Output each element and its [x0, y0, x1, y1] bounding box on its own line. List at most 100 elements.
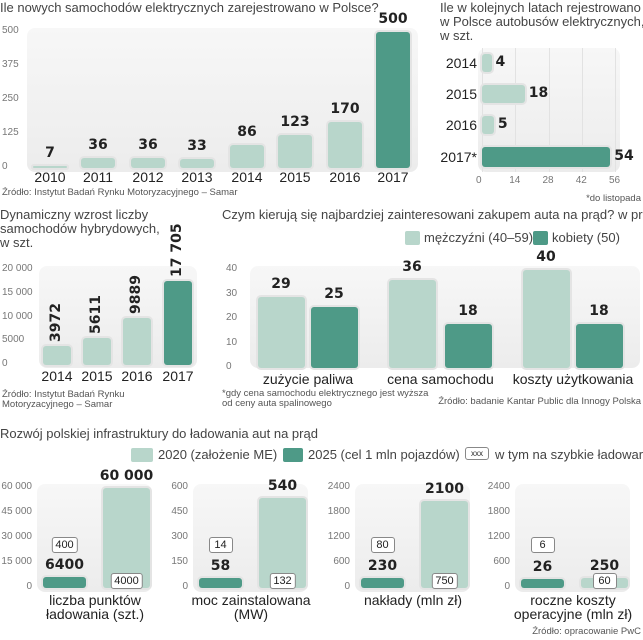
bar-value-label: 5611 — [88, 295, 104, 335]
bar-value-label: 7 — [45, 145, 55, 161]
fast-charger-box: 80 — [370, 537, 395, 553]
grid-line — [548, 48, 550, 172]
x-tick-label: 2014 — [231, 169, 263, 185]
footnote: od ceny auta spalinowego — [222, 398, 332, 409]
y-tick-label: 150 — [171, 556, 188, 567]
bar-value-label: 2100 — [425, 480, 464, 497]
category-label: moc zainstalowana — [191, 592, 311, 608]
bar — [131, 158, 165, 168]
bar-value-label: 18 — [528, 85, 549, 101]
y-tick-label: 375 — [2, 59, 19, 70]
bar-value-label: 18 — [458, 302, 478, 319]
legend-swatch-women — [533, 231, 548, 245]
x-tick-label: 2016 — [121, 368, 153, 384]
bar — [376, 32, 410, 168]
grid-line — [581, 48, 583, 172]
bar-value-label: 230 — [367, 558, 398, 575]
y-tick-label: 2014 — [445, 55, 477, 71]
legend-label: 2025 (cel 1 mln pojazdów) — [308, 447, 460, 462]
x-tick-label: 2017 — [162, 368, 194, 384]
y-tick-label: 15 000 — [2, 286, 33, 298]
y-tick-label: 60 000 — [1, 481, 32, 492]
chart-title: samochodów hybrydowych, — [0, 221, 160, 236]
y-tick-label: 600 — [171, 481, 188, 492]
x-tick-label: 0 — [476, 175, 482, 186]
fast-charger-box: 6 — [530, 537, 555, 553]
x-tick-label: 2012 — [132, 169, 164, 185]
y-tick-label: 45 000 — [1, 506, 32, 517]
bar — [164, 280, 192, 365]
bar-value-label: 123 — [280, 113, 310, 130]
grid-line — [515, 48, 517, 172]
legend-label: mężczyźni (40–59) — [424, 230, 534, 245]
bar-value-label: 36 — [88, 137, 108, 154]
y-tick-label: 0 — [504, 581, 510, 592]
legend-swatch-2020 — [131, 448, 153, 462]
bar — [576, 323, 623, 368]
x-tick-label: koszty użytkowania — [512, 371, 634, 387]
legend-label: kobiety (50) — [552, 230, 620, 245]
y-tick-label: 0 — [182, 581, 188, 592]
x-tick-label: 14 — [509, 175, 521, 186]
x-tick-label: 2010 — [34, 169, 66, 185]
y-tick-label: 450 — [171, 506, 188, 517]
legend-box-sample: xxx — [465, 447, 489, 460]
bar-value-label: 3972 — [48, 303, 64, 343]
y-tick-label: 0 — [2, 358, 8, 369]
y-tick-label: 125 — [2, 127, 19, 138]
chart-title: Dynamiczny wzrost liczby — [0, 207, 149, 222]
grid-line — [482, 48, 483, 172]
bar — [311, 306, 358, 368]
y-tick-label: 1800 — [327, 506, 350, 517]
y-tick-label: 30 — [226, 287, 238, 299]
bar — [482, 54, 492, 72]
bar-value-label: 86 — [237, 123, 257, 140]
bar — [33, 166, 67, 168]
bar-value-label: 6400 — [45, 557, 84, 574]
category-label: nakłady (mln zł) — [363, 592, 463, 608]
x-tick-label: 2011 — [82, 169, 114, 185]
bar — [523, 270, 570, 368]
y-tick-label: 0 — [26, 581, 32, 592]
x-tick-label: cena samochodu — [387, 371, 494, 387]
source-note: Źródło: badanie Kantar Public dla Innogy… — [438, 396, 641, 407]
bar — [123, 318, 151, 365]
y-tick-label: 0 — [344, 581, 350, 592]
bar-value-label: 540 — [267, 478, 298, 494]
x-tick-label: 2015 — [81, 368, 113, 384]
y-tick-label: 2016 — [445, 117, 477, 133]
x-tick-label: 2015 — [279, 169, 311, 185]
y-tick-label: 500 — [2, 25, 19, 36]
fast-charger-box: 132 — [269, 573, 296, 589]
y-tick-label: 30 000 — [1, 531, 32, 542]
source-note: Źródło: Instytut Badań Rynku — [2, 389, 125, 400]
x-tick-label: 28 — [542, 175, 554, 186]
chart-title: Czym kierują się najbardziej zainteresow… — [222, 207, 643, 222]
bar-value-label: 29 — [271, 275, 291, 292]
bar-value-label: 170 — [330, 100, 360, 117]
fast-charger-box: 400 — [51, 537, 78, 553]
y-tick-label: 10 000 — [2, 310, 33, 322]
fast-charger-box: 60 — [592, 573, 617, 589]
chart-title: w szt. — [440, 28, 474, 43]
legend-swatch-men — [405, 231, 420, 245]
x-tick-label: 2013 — [181, 169, 213, 185]
y-tick-label: 10 — [226, 336, 238, 348]
bar-value-label: 60 000 — [99, 468, 154, 484]
bar — [482, 85, 525, 103]
fast-charger-box: 750 — [431, 573, 458, 589]
y-tick-label: 600 — [333, 556, 350, 567]
bar — [278, 134, 312, 168]
bar-value-label: 36 — [402, 258, 422, 275]
bar-value-label: 250 — [589, 557, 620, 574]
bar-value-label: 25 — [324, 285, 344, 302]
y-tick-label: 20 000 — [2, 263, 33, 274]
y-tick-label: 20 — [226, 312, 238, 323]
bar-value-label: 500 — [378, 11, 408, 27]
y-tick-label: 0 — [2, 161, 8, 172]
bar-value-label: 17 705 — [169, 223, 185, 277]
bar-value-label: 5 — [497, 116, 508, 132]
y-tick-label: 2400 — [327, 481, 350, 492]
bar — [328, 121, 362, 168]
footnote: *do listopada — [586, 193, 641, 204]
